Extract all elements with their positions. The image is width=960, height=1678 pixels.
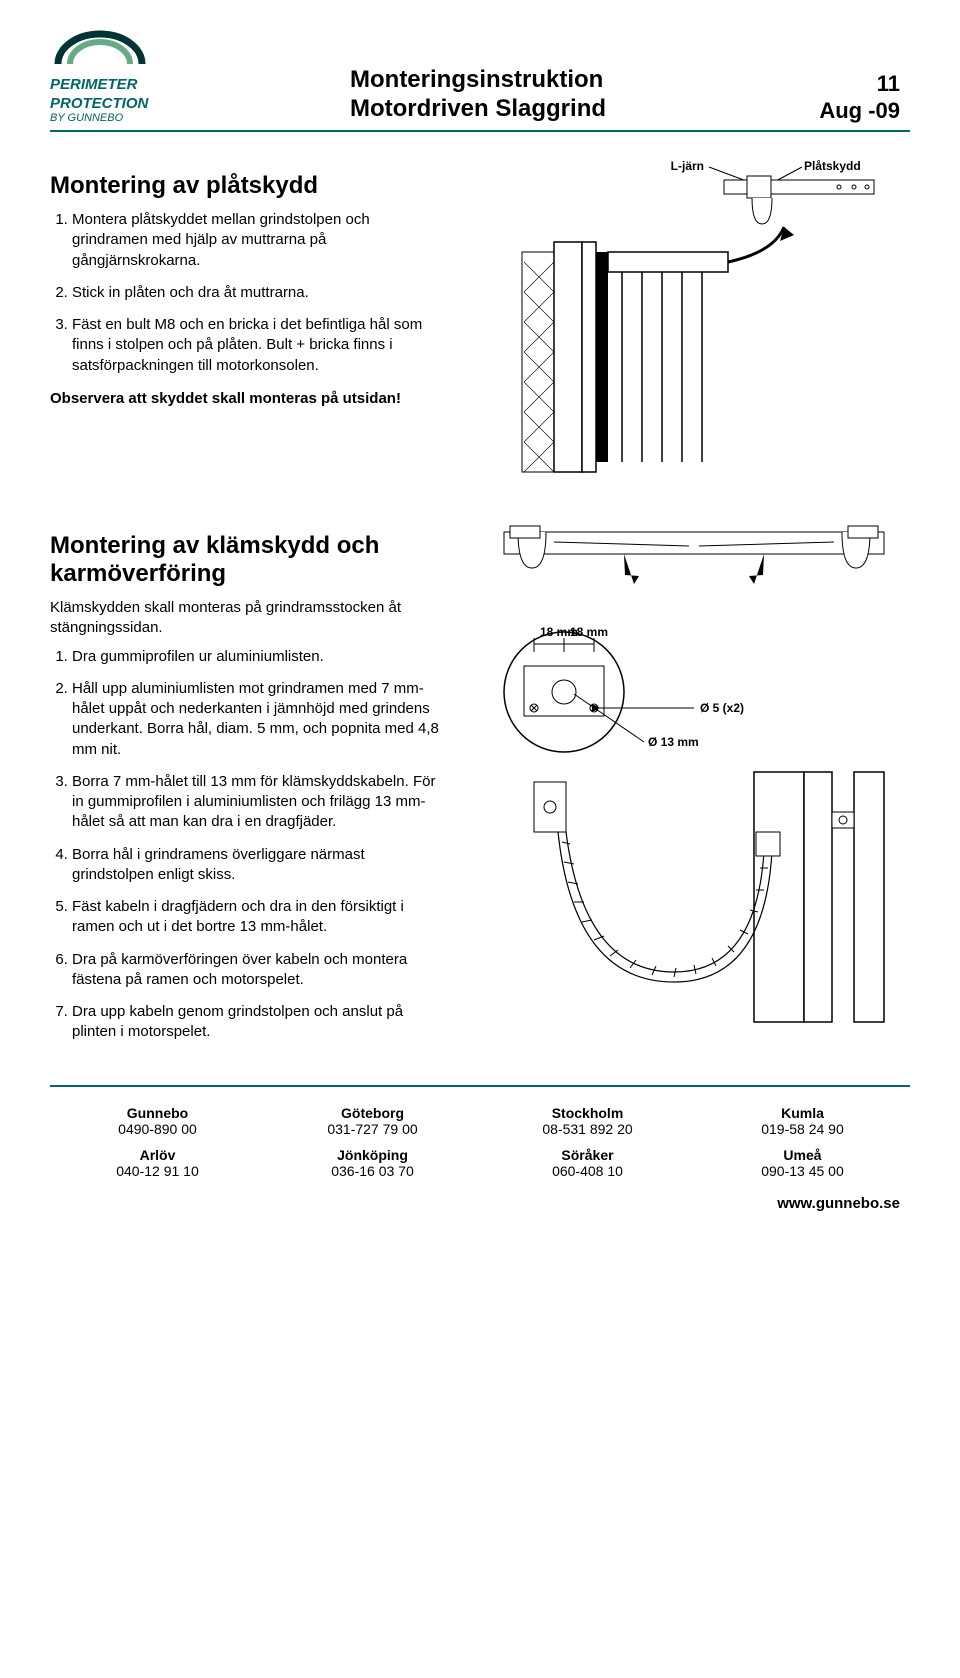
doc-title-area: Monteringsinstruktion Motordriven Slaggr… bbox=[230, 66, 819, 124]
logo: PERIMETER PROTECTION BY GUNNEBO bbox=[50, 30, 230, 124]
section-1-figure: L-järn Plåtskydd bbox=[478, 152, 910, 482]
label-l-jarn: L-järn bbox=[671, 159, 704, 173]
gate-cover-diagram: L-järn Plåtskydd bbox=[504, 152, 884, 482]
label-dim2: 18 mm bbox=[570, 625, 608, 639]
section-1-note: Observera att skyddet skall monteras på … bbox=[50, 390, 448, 407]
logo-byline: BY GUNNEBO bbox=[50, 112, 230, 124]
section-2-figure: 18 mm 18 mm Ø 5 (x2) Ø 13 mm bbox=[478, 512, 910, 1055]
footer-col: Gunnebo 0490-890 00 Arlöv 040-12 91 10 bbox=[50, 1105, 265, 1189]
footer-phone: 08-531 892 20 bbox=[480, 1121, 695, 1137]
list-item: Håll upp aluminiumlisten mot grindramen … bbox=[72, 679, 448, 760]
page-number: 11 bbox=[819, 71, 900, 97]
footer-url: www.gunnebo.se bbox=[50, 1195, 910, 1212]
section-1-text: Montering av plåtskydd Montera plåtskydd… bbox=[50, 152, 448, 482]
logo-arcs-icon bbox=[50, 30, 150, 70]
page-header: PERIMETER PROTECTION BY GUNNEBO Monterin… bbox=[50, 30, 910, 132]
section-2-intro: Klämskydden skall monteras på grindramss… bbox=[50, 598, 448, 639]
section-1: Montering av plåtskydd Montera plåtskydd… bbox=[50, 152, 910, 482]
list-item: Fäst kabeln i dragfjädern och dra in den… bbox=[72, 897, 448, 938]
doc-title-line1: Monteringsinstruktion bbox=[350, 66, 819, 95]
footer-phone: 060-408 10 bbox=[480, 1163, 695, 1179]
logo-line1: PERIMETER bbox=[50, 77, 230, 94]
label-diam1: Ø 5 (x2) bbox=[700, 701, 744, 715]
list-item: Dra upp kabeln genom grindstolpen och an… bbox=[72, 1002, 448, 1043]
footer-phone: 090-13 45 00 bbox=[695, 1163, 910, 1179]
section-1-title: Montering av plåtskydd bbox=[50, 172, 448, 200]
footer-city: Arlöv bbox=[50, 1147, 265, 1163]
footer-col: Kumla 019-58 24 90 Umeå 090-13 45 00 bbox=[695, 1105, 910, 1189]
label-platskydd: Plåtskydd bbox=[804, 159, 861, 173]
page: PERIMETER PROTECTION BY GUNNEBO Monterin… bbox=[0, 0, 960, 1232]
footer-city: Göteborg bbox=[265, 1105, 480, 1121]
footer-phone: 031-727 79 00 bbox=[265, 1121, 480, 1137]
footer-city: Stockholm bbox=[480, 1105, 695, 1121]
list-item: Borra 7 mm-hålet till 13 mm för klämskyd… bbox=[72, 772, 448, 833]
section-2-text: Montering av klämskydd och karmöverförin… bbox=[50, 512, 448, 1055]
page-footer: Gunnebo 0490-890 00 Arlöv 040-12 91 10 G… bbox=[50, 1085, 910, 1189]
label-diam2: Ø 13 mm bbox=[648, 735, 699, 749]
footer-phone: 0490-890 00 bbox=[50, 1121, 265, 1137]
footer-city: Kumla bbox=[695, 1105, 910, 1121]
list-item: Dra gummiprofilen ur aluminiumlisten. bbox=[72, 647, 448, 667]
footer-phone: 019-58 24 90 bbox=[695, 1121, 910, 1137]
list-item: Borra hål i grindramens överliggare närm… bbox=[72, 845, 448, 886]
doc-meta: 11 Aug -09 bbox=[819, 71, 910, 124]
list-item: Montera plåtskyddet mellan grindstolpen … bbox=[72, 210, 448, 271]
list-item: Dra på karmöverföringen över kabeln och … bbox=[72, 950, 448, 991]
footer-col: Stockholm 08-531 892 20 Söråker 060-408 … bbox=[480, 1105, 695, 1189]
doc-date: Aug -09 bbox=[819, 98, 900, 124]
logo-line2: PROTECTION bbox=[50, 96, 230, 113]
list-item: Stick in plåten och dra åt muttrarna. bbox=[72, 283, 448, 303]
section-2-list: Dra gummiprofilen ur aluminiumlisten. Hå… bbox=[50, 647, 448, 1043]
footer-city: Jönköping bbox=[265, 1147, 480, 1163]
footer-phone: 036-16 03 70 bbox=[265, 1163, 480, 1179]
footer-city: Gunnebo bbox=[50, 1105, 265, 1121]
section-2: Montering av klämskydd och karmöverförin… bbox=[50, 512, 910, 1055]
footer-col: Göteborg 031-727 79 00 Jönköping 036-16 … bbox=[265, 1105, 480, 1189]
footer-city: Umeå bbox=[695, 1147, 910, 1163]
footer-phone: 040-12 91 10 bbox=[50, 1163, 265, 1179]
doc-title-line2: Motordriven Slaggrind bbox=[350, 95, 819, 124]
section-1-list: Montera plåtskyddet mellan grindstolpen … bbox=[50, 210, 448, 376]
list-item: Fäst en bult M8 och en bricka i det befi… bbox=[72, 315, 448, 376]
clamp-cable-diagram: 18 mm 18 mm Ø 5 (x2) Ø 13 mm bbox=[494, 512, 894, 1032]
footer-city: Söråker bbox=[480, 1147, 695, 1163]
section-2-title: Montering av klämskydd och karmöverförin… bbox=[50, 532, 448, 588]
